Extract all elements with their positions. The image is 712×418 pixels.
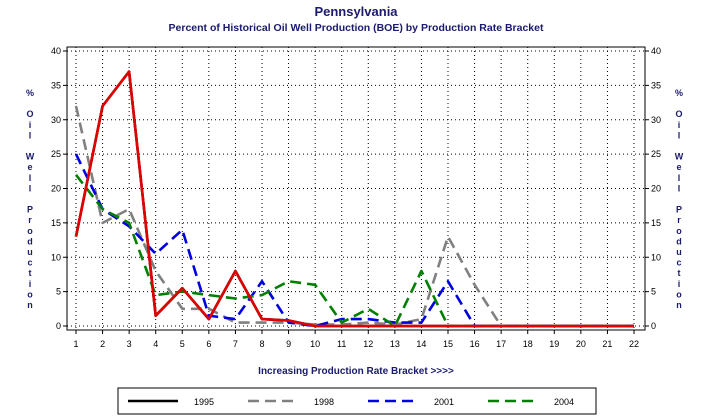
x-tick-label: 8	[259, 339, 264, 349]
y-tick-label: 30	[51, 115, 61, 125]
y-axis-label-char: o	[27, 289, 33, 299]
y-tick-label: 10	[651, 252, 661, 262]
x-tick-label: 4	[153, 339, 158, 349]
x-tick-label: 14	[416, 339, 426, 349]
x-axis-label: Increasing Production Rate Bracket >>>>	[258, 366, 454, 377]
x-tick-label: 22	[629, 339, 639, 349]
x-tick-label: 19	[549, 339, 559, 349]
y-axis-label-char: l	[29, 183, 32, 193]
y-axis-label-char: u	[27, 247, 33, 257]
y-axis-label-char: o	[676, 289, 682, 299]
y-axis-label-char: t	[678, 268, 681, 278]
x-tick-label: 10	[310, 339, 320, 349]
y-axis-label-char: P	[27, 205, 33, 215]
y-axis-label-char: %	[675, 88, 683, 98]
y-tick-label: 40	[51, 46, 61, 56]
x-tick-label: 15	[443, 339, 453, 349]
y-axis-label-char: c	[27, 258, 32, 268]
y-axis-label-char: i	[678, 120, 681, 130]
x-tick-label: 13	[390, 339, 400, 349]
x-tick-label: 9	[286, 339, 291, 349]
y-axis-label-char: d	[676, 236, 682, 246]
series-line-1998	[74, 105, 634, 328]
x-tick-label: 2	[100, 339, 105, 349]
y-tick-label: 35	[51, 80, 61, 90]
y-axis-label-char: %	[26, 88, 34, 98]
y-axis-label-char: t	[29, 268, 32, 278]
y-tick-label: 5	[56, 287, 61, 297]
y-axis-label-char: i	[29, 120, 32, 130]
y-axis-label-char: i	[29, 279, 32, 289]
x-tick-label: 7	[233, 339, 238, 349]
y-tick-label: 0	[56, 321, 61, 331]
x-tick-label: 20	[576, 339, 586, 349]
y-tick-label: 25	[51, 149, 61, 159]
x-tick-label: 16	[470, 339, 480, 349]
legend-label-2001: 2001	[434, 397, 454, 407]
y-tick-label: 20	[651, 184, 661, 194]
y-tick-label: 35	[651, 80, 661, 90]
x-tick-label: 18	[523, 339, 533, 349]
y-tick-label: 15	[51, 218, 61, 228]
y-axis-label-char: r	[28, 215, 32, 225]
y-axis-label-char: O	[26, 109, 33, 119]
y-tick-label: 0	[651, 321, 656, 331]
x-tick-label: 21	[602, 339, 612, 349]
y-axis-label-char: o	[676, 226, 682, 236]
y-tick-label: 5	[651, 287, 656, 297]
x-tick-label: 11	[337, 339, 346, 349]
grid-lines	[67, 47, 645, 330]
series-line-1995	[74, 70, 634, 328]
chart-subtitle: Percent of Historical Oil Well Productio…	[169, 22, 544, 34]
y-tick-label: 40	[651, 46, 661, 56]
y-axis-label-char: n	[27, 300, 33, 310]
y-tick-label: 25	[651, 149, 661, 159]
y-axis-left: 0 5 10 15 20 25 30 35 40	[51, 46, 67, 331]
x-tick-label: 17	[496, 339, 506, 349]
y-axis-label-char: o	[27, 226, 33, 236]
legend-label-2004: 2004	[554, 397, 574, 407]
y-axis-label-char: W	[675, 152, 684, 162]
legend-box	[117, 387, 597, 415]
y-axis-label-char: e	[676, 162, 681, 172]
y-axis-label-char: W	[26, 152, 35, 162]
series-lines	[74, 70, 634, 328]
y-axis-label-char: n	[676, 300, 682, 310]
x-tick-label: 1	[73, 339, 78, 349]
y-axis-label-char: c	[676, 258, 681, 268]
y-axis-label-char: u	[676, 247, 682, 257]
y-axis-label-char: r	[677, 215, 681, 225]
y-axis-label-char: l	[678, 173, 681, 183]
y-tick-label: 30	[651, 115, 661, 125]
legend-label-1995: 1995	[194, 397, 214, 407]
chart-title: Pennsylvania	[314, 4, 398, 19]
x-tick-label: 12	[363, 339, 373, 349]
x-tick-label: 3	[127, 339, 132, 349]
y-tick-label: 10	[51, 252, 61, 262]
x-tick-label: 6	[206, 339, 211, 349]
y-axis-right: 0 5 10 15 20 25 30 35 40	[645, 46, 661, 331]
legend-label-1998: 1998	[314, 397, 334, 407]
y-axis-label-char: l	[678, 183, 681, 193]
y-axis-label-char: P	[676, 205, 682, 215]
y-axis-label-char: O	[675, 109, 682, 119]
y-axis-label-char: l	[29, 130, 32, 140]
x-tick-label: 5	[180, 339, 185, 349]
y-axis-label-char: e	[27, 162, 32, 172]
series-line-unnamed-4	[74, 70, 634, 328]
legend: 1995 1998 2001 2004	[128, 397, 574, 407]
x-axis: 1 2 3 4 5 6 7 8 9 10 11 12 13 14 15 16 17 18 19 20 21 22	[73, 330, 639, 349]
series-line-2001	[74, 153, 634, 328]
y-tick-label: 20	[51, 184, 61, 194]
y-axis-label-char: l	[29, 173, 32, 183]
y-axis-label-char: i	[678, 279, 681, 289]
y-tick-label: 15	[651, 218, 661, 228]
y-axis-label-char: d	[27, 236, 33, 246]
y-axis-label-char: l	[678, 130, 681, 140]
